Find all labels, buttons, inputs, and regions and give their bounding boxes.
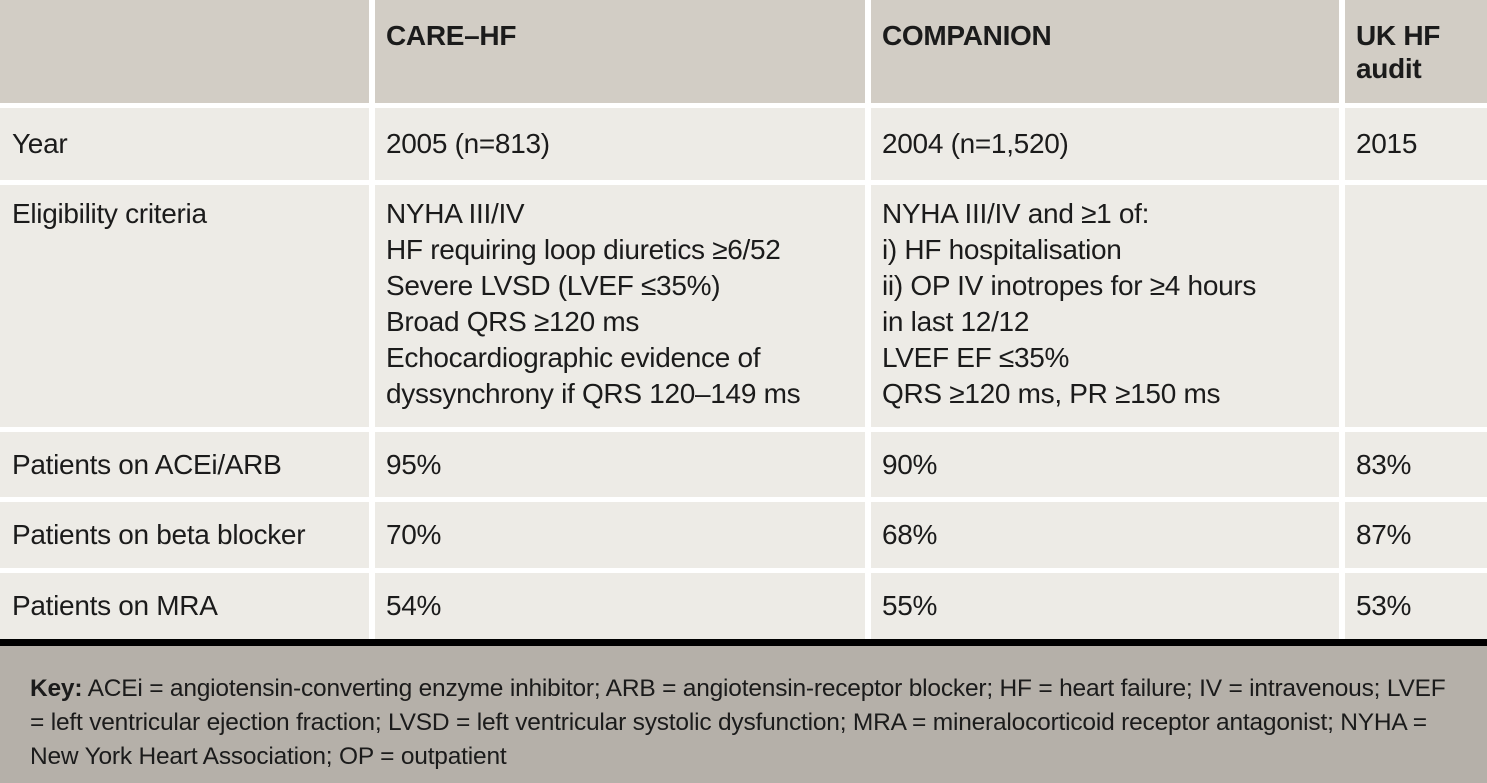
row-label-mra: Patients on MRA (0, 573, 369, 639)
cell-eligibility-companion: NYHA III/IV and ≥1 of: i) HF hospitalisa… (871, 185, 1339, 427)
cell-year-care-hf: 2005 (n=813) (375, 108, 865, 180)
cell-beta-blocker-companion: 68% (871, 502, 1339, 568)
cell-beta-blocker-uk-hf-audit: 87% (1345, 502, 1487, 568)
cell-mra-companion: 55% (871, 573, 1339, 639)
cell-acei-arb-care-hf: 95% (375, 432, 865, 497)
header-cell-uk-hf-audit: UK HF audit (1345, 0, 1487, 103)
row-label-acei-arb: Patients on ACEi/ARB (0, 432, 369, 497)
key-label: Key: (30, 675, 83, 702)
row-label-year: Year (0, 108, 369, 180)
cell-year-companion: 2004 (n=1,520) (871, 108, 1339, 180)
comparison-table: CARE–HF COMPANION UK HF audit Year 2005 … (0, 0, 1487, 639)
header-cell-companion: COMPANION (871, 0, 1339, 103)
row-label-beta-blocker: Patients on beta blocker (0, 502, 369, 568)
key-text: ACEi = angiotensin-converting enzyme inh… (30, 675, 1446, 770)
abbreviation-key: Key: ACEi = angiotensin-converting enzym… (0, 646, 1487, 783)
cell-year-uk-hf-audit: 2015 (1345, 108, 1487, 180)
cell-beta-blocker-care-hf: 70% (375, 502, 865, 568)
row-label-eligibility: Eligibility criteria (0, 185, 369, 427)
cell-eligibility-uk-hf-audit (1345, 185, 1487, 427)
cell-acei-arb-uk-hf-audit: 83% (1345, 432, 1487, 497)
divider-rule (0, 639, 1487, 646)
cell-acei-arb-companion: 90% (871, 432, 1339, 497)
cell-mra-care-hf: 54% (375, 573, 865, 639)
cell-mra-uk-hf-audit: 53% (1345, 573, 1487, 639)
cell-eligibility-care-hf: NYHA III/IV HF requiring loop diuretics … (375, 185, 865, 427)
header-cell-care-hf: CARE–HF (375, 0, 865, 103)
header-cell-empty (0, 0, 369, 103)
